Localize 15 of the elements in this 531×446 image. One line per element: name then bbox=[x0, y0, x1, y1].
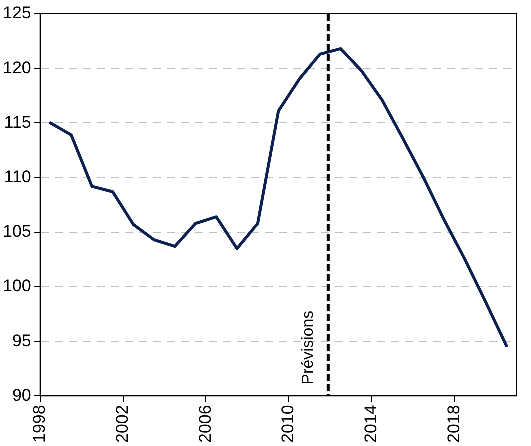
y-tick-label: 105 bbox=[2, 222, 32, 242]
x-tick-label: 2018 bbox=[444, 405, 464, 444]
y-tick-label: 120 bbox=[2, 58, 32, 78]
x-tick-label: 2006 bbox=[196, 405, 215, 444]
x-tick-label: 2014 bbox=[362, 405, 381, 444]
y-tick-label: 95 bbox=[12, 331, 32, 350]
y-tick-label: 125 bbox=[2, 4, 32, 23]
x-tick-label: 2010 bbox=[278, 405, 298, 444]
y-tick-label: 110 bbox=[4, 167, 32, 186]
y-tick-label: 100 bbox=[2, 276, 32, 296]
y-tick-label: 90 bbox=[12, 386, 32, 405]
x-tick-label: 2002 bbox=[112, 405, 132, 444]
ref-line-label: Prévisions bbox=[300, 310, 317, 385]
y-tick-label: 115 bbox=[4, 112, 32, 132]
x-tick-label: 1998 bbox=[30, 405, 50, 444]
